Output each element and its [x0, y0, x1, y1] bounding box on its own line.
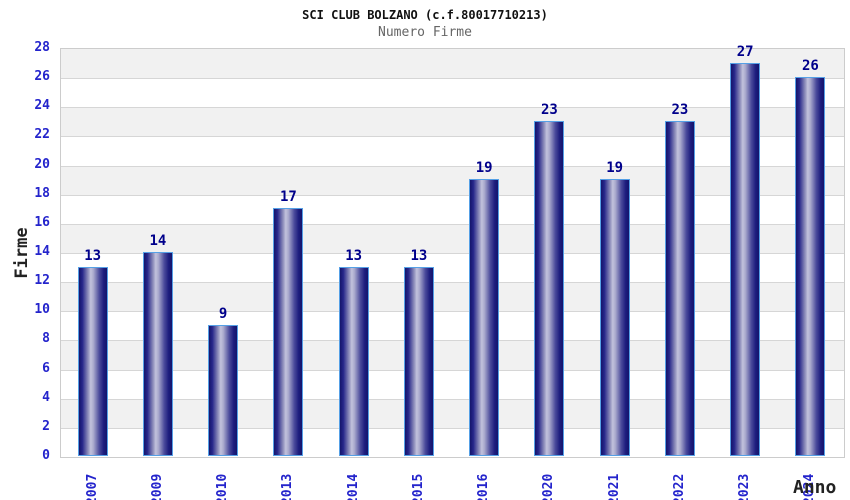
gridline	[61, 340, 844, 342]
y-tick-label: 28	[34, 40, 50, 55]
bar-value-label: 14	[149, 233, 167, 249]
plot-band	[61, 340, 844, 370]
plot-band	[61, 78, 844, 108]
y-tick-label: 6	[42, 360, 50, 376]
y-tick-label: 18	[34, 185, 50, 201]
x-tick-label: 2015	[410, 473, 426, 500]
plot-band	[61, 369, 844, 399]
gridline	[61, 253, 844, 254]
y-tick-label: 0	[42, 448, 50, 463]
x-tick-label: 2023	[737, 473, 753, 500]
y-tick-label: 2	[42, 418, 50, 434]
gridline	[61, 78, 844, 80]
bar-2016	[469, 179, 500, 456]
bar-2010	[208, 324, 239, 456]
plot-band	[61, 253, 844, 283]
plot-band	[61, 136, 844, 166]
gridline	[61, 398, 844, 400]
y-tick-label: 24	[34, 98, 50, 114]
plot-band	[61, 165, 844, 195]
gridline	[61, 136, 844, 138]
bar-value-label: 19	[606, 160, 624, 177]
y-tick-label: 26	[34, 69, 50, 85]
x-tick-label: 2010	[215, 473, 231, 500]
gridline	[61, 223, 844, 225]
y-tick-label: 4	[42, 389, 50, 405]
plot-band	[61, 107, 844, 137]
chart-title: SCI CLUB BOLZANO (c.f.80017710213)	[302, 8, 548, 22]
plot-band	[61, 427, 844, 457]
gridline	[61, 282, 844, 284]
bar-2021	[599, 179, 630, 456]
gridline	[61, 165, 844, 167]
plot-area	[60, 48, 845, 458]
y-tick-label: 22	[34, 127, 50, 143]
bar-2022	[664, 120, 695, 456]
bar-value-label: 13	[345, 247, 363, 264]
x-tick-label: 2007	[84, 473, 100, 500]
y-tick-label: 12	[34, 273, 50, 289]
bar-value-label: 23	[671, 101, 689, 118]
gridline	[61, 427, 844, 429]
gridline	[61, 194, 844, 196]
x-axis-label: Anno	[793, 477, 837, 498]
plot-band	[61, 49, 844, 79]
bar-value-label: 9	[218, 305, 228, 322]
bar-value-label: 23	[540, 101, 558, 118]
plot-band	[61, 194, 844, 224]
bar-2007	[77, 266, 108, 456]
plot-band	[61, 282, 844, 312]
bar-2023	[730, 62, 761, 456]
bar-value-label: 13	[84, 247, 102, 264]
x-tick-label: 2013	[280, 473, 296, 500]
x-tick-label: 2021	[606, 473, 622, 500]
bar-value-label: 17	[279, 189, 297, 206]
bar-2013	[273, 208, 304, 456]
bar-value-label: 13	[410, 247, 428, 264]
y-tick-label: 10	[34, 302, 50, 318]
plot-band	[61, 311, 844, 341]
plot-band	[61, 398, 844, 428]
x-tick-label: 2022	[671, 473, 687, 500]
y-tick-label: 14	[34, 244, 50, 259]
bar-value-label: 19	[475, 160, 493, 177]
chart-subtitle: Numero Firme	[378, 25, 472, 40]
x-tick-label: 2016	[476, 473, 492, 500]
gridline	[61, 311, 844, 313]
bar-2020	[534, 120, 565, 456]
gridline	[61, 369, 844, 371]
bar-value-label: 26	[801, 58, 819, 75]
bar-2014	[338, 266, 369, 456]
bar-value-label: 27	[736, 43, 754, 60]
x-tick-label: 2014	[345, 473, 361, 500]
y-tick-label: 20	[34, 156, 50, 172]
bar-2009	[142, 252, 173, 456]
x-tick-label: 2009	[149, 473, 165, 500]
bar-2024	[795, 77, 826, 456]
y-tick-label: 8	[42, 331, 50, 347]
bar-2015	[403, 266, 434, 456]
y-tick-label: 16	[34, 214, 50, 230]
plot-band	[61, 223, 844, 253]
x-tick-label: 2020	[541, 473, 557, 500]
gridline	[61, 107, 844, 109]
